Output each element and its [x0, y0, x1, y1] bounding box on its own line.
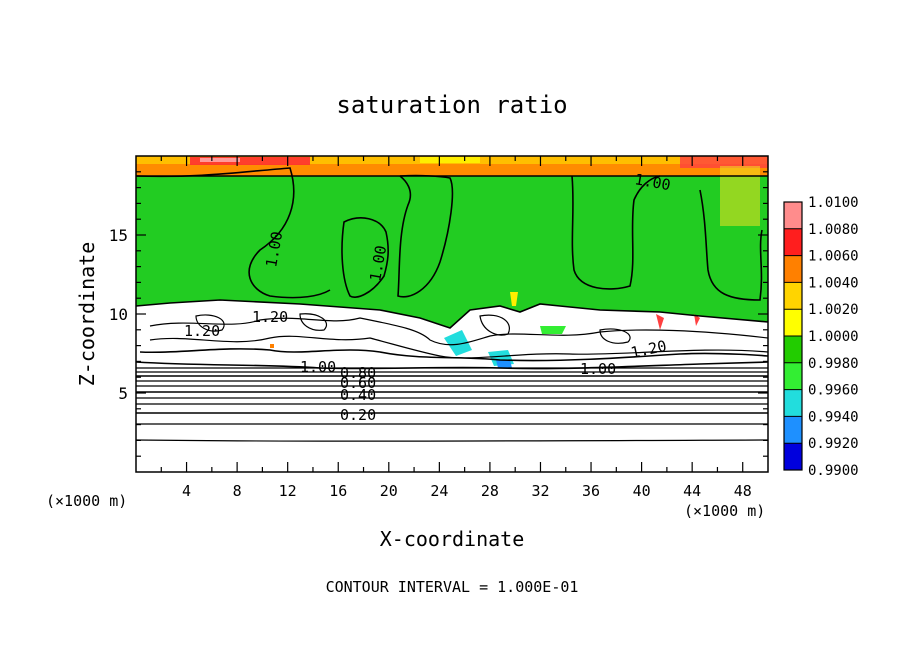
contour-label: 1.20: [184, 322, 220, 340]
colorbar-segment: [784, 228, 802, 256]
z-unit-label: (×1000 m): [46, 492, 127, 510]
x-tick-label: 44: [683, 482, 701, 500]
contour-label: 1.00: [633, 170, 672, 194]
contours-lower: [136, 299, 768, 442]
x-tick-label: 36: [582, 482, 600, 500]
colorbar-segment: [784, 443, 802, 470]
chart-title: saturation ratio: [336, 91, 567, 119]
colorbar-segment: [784, 255, 802, 283]
colorbar-label: 1.0000: [808, 329, 859, 345]
x-tick-label: 20: [380, 482, 398, 500]
colorbar-segment: [784, 309, 802, 336]
contour-interval-note: CONTOUR INTERVAL = 1.000E-01: [326, 578, 579, 596]
colorbar: 1.0100 1.0080 1.0060 1.0040 1.0020 1.0000 0.99…: [783, 195, 859, 479]
colorbar-label: 1.0020: [808, 302, 859, 318]
contours-upper: [136, 167, 768, 301]
contour-label: 1.00: [366, 244, 390, 283]
y-tick-label: 5: [118, 384, 128, 403]
contour-label: 0.60: [340, 374, 376, 392]
x-tick-label: 12: [279, 482, 297, 500]
colorbar-label: 0.9920: [808, 436, 859, 452]
contour-label: 1.00: [262, 230, 286, 269]
contour-label: 1.20: [252, 308, 288, 326]
y-tick-label: 10: [109, 305, 128, 324]
x-axis-label: X-coordinate: [380, 527, 525, 551]
colorbar-label: 0.9980: [808, 356, 859, 372]
colorbar-label: 1.0060: [808, 249, 859, 265]
x-tick-label: 16: [329, 482, 347, 500]
colorbar-label: 1.0040: [808, 275, 859, 291]
x-tick-label: 4: [182, 482, 191, 500]
contour-label: 0.80: [340, 364, 376, 382]
contour-label: 1.00: [300, 358, 336, 376]
cyan-patch: [444, 330, 472, 356]
contour-label: 1.00: [580, 360, 616, 378]
contour-label: 0.20: [340, 406, 376, 424]
colorbar-segment: [784, 282, 802, 310]
x-tick-label: 8: [233, 482, 242, 500]
colorbar-segment: [784, 202, 802, 229]
colorbar-segment: [784, 389, 802, 417]
y-tick-label: 15: [109, 226, 128, 245]
contour-label: 0.40: [340, 386, 376, 404]
y-axis-label: Z-coordinate: [75, 242, 99, 387]
plot-area: 1.00 1.00 1.00 1.00 1.20 1.20 1.20 1.00 …: [136, 156, 768, 472]
x-unit-label: (×1000 m): [684, 502, 765, 520]
x-tick-label: 32: [531, 482, 549, 500]
colorbar-label: 1.0080: [808, 222, 859, 238]
colorbar-label: 0.9940: [808, 409, 859, 425]
x-tick-label: 28: [481, 482, 499, 500]
colorbar-segment: [784, 362, 802, 390]
x-axis: 4 8 12 16 20 24 28 32 36 40 44 48: [160, 156, 752, 500]
x-tick-label: 40: [633, 482, 651, 500]
colorbar-segment: [784, 336, 802, 363]
green-region: [136, 176, 768, 328]
x-tick-label: 48: [734, 482, 752, 500]
colorbar-label: 1.0100: [808, 195, 859, 211]
colorbar-segment: [784, 416, 802, 444]
y-axis: 5 10 15: [109, 171, 768, 457]
colorbar-label: 0.9960: [808, 383, 859, 399]
x-tick-label: 24: [430, 482, 448, 500]
colorbar-label: 0.9900: [808, 463, 859, 479]
